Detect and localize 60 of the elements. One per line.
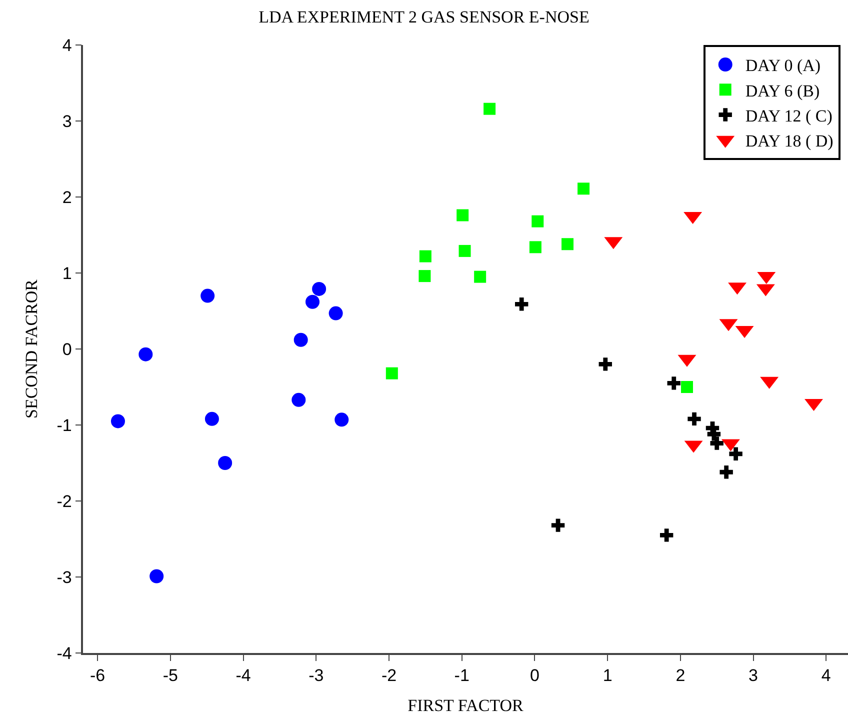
x-axis-title: FIRST FACTOR	[408, 696, 524, 715]
point	[334, 412, 349, 427]
point	[667, 376, 680, 390]
point	[312, 282, 326, 296]
legend-label: DAY 18 ( D)	[745, 131, 834, 150]
point	[710, 436, 724, 450]
x-tick-label: 3	[748, 666, 758, 686]
chart-title: LDA EXPERIMENT 2 GAS SENSOR E-NOSE	[258, 8, 590, 27]
x-tick-label: -3	[308, 666, 324, 686]
point	[328, 306, 343, 320]
x-tick-label: 1	[602, 666, 612, 686]
x-tick-label: -6	[90, 666, 106, 686]
point	[204, 412, 219, 426]
point	[729, 447, 742, 460]
x-tick-label: -1	[454, 666, 470, 686]
x-tick-label: -4	[236, 666, 251, 686]
y-axis-title: SECOND FACROR	[22, 278, 41, 419]
y-tick-label: -4	[56, 644, 72, 663]
point	[532, 215, 544, 228]
x-tick-label: -2	[381, 666, 397, 686]
point	[551, 518, 565, 532]
y-tick-label: 1	[62, 264, 72, 283]
y-tick-label: -3	[56, 568, 72, 587]
point	[218, 456, 232, 470]
x-tick-label: 4	[821, 666, 831, 686]
legend-label: DAY 0 (A)	[745, 56, 821, 76]
y-tick-label: 3	[62, 112, 72, 131]
point	[458, 244, 471, 257]
legend-label: DAY 12 ( C)	[745, 106, 832, 126]
point	[529, 241, 542, 254]
point	[484, 102, 496, 115]
point	[200, 288, 215, 303]
point	[598, 358, 612, 371]
x-tick-label: 0	[530, 666, 540, 686]
y-tick-label: -1	[56, 416, 72, 435]
point	[306, 294, 320, 309]
y-tick-label: 4	[62, 36, 72, 55]
point	[419, 250, 432, 262]
point	[688, 412, 701, 426]
point	[720, 466, 733, 479]
point	[150, 569, 164, 584]
x-tick-label: 2	[676, 666, 686, 686]
legend-label: DAY 6 (B)	[745, 81, 820, 100]
point	[562, 238, 574, 250]
y-tick-label: 2	[62, 188, 72, 207]
point	[456, 209, 469, 222]
point	[515, 298, 528, 311]
point	[474, 270, 486, 283]
point	[138, 347, 153, 362]
point	[680, 381, 693, 393]
point	[660, 528, 674, 542]
x-tick-label: -5	[162, 666, 178, 686]
y-tick-label: 0	[62, 340, 72, 359]
point	[292, 392, 306, 407]
point	[294, 332, 308, 347]
point	[386, 367, 398, 380]
point	[418, 270, 431, 282]
point	[578, 182, 590, 195]
point	[110, 414, 125, 428]
y-tick-label: -2	[56, 492, 72, 511]
